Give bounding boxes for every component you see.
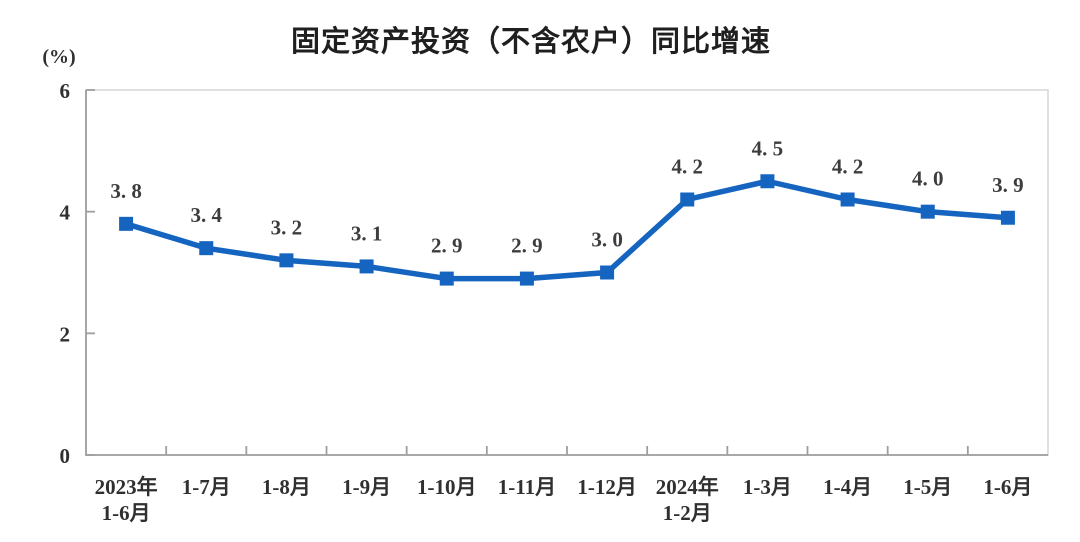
data-point-marker [439,271,454,286]
y-axis-tick-label: 2 [60,322,71,346]
data-point-label: 4. 2 [672,155,704,179]
x-axis-tick-label: 1-9月 [342,475,391,499]
data-point-label: 3. 8 [110,179,142,203]
x-axis-tick-label: 1-12月 [577,475,637,499]
data-point-marker [359,259,374,274]
data-point-marker [840,192,855,207]
x-axis-tick-label: 1-5月 [903,475,952,499]
x-axis-tick-label: 1-8月 [262,475,311,499]
chart-title: 固定资产投资（不含农户）同比增速 [291,24,771,58]
data-point-marker [519,271,534,286]
x-axis-tick-label: 1-6月 [983,475,1032,499]
data-point-marker [600,265,615,280]
axis-lines [85,90,1048,456]
data-point-marker [199,241,214,256]
plot-border [85,89,1049,456]
data-point-marker [1000,210,1015,225]
data-point-label: 3. 2 [271,215,303,239]
x-axis-tick-label: 1-11月 [498,475,556,499]
data-point-marker [279,253,294,268]
data-point-label: 4. 2 [832,155,864,179]
data-point-label: 3. 4 [191,203,223,227]
data-point-marker [680,192,695,207]
x-axis-tick-label: 2023年 1-6月 [95,475,158,525]
x-axis-tick-label: 1-7月 [182,475,231,499]
y-axis-unit-label: (%) [42,46,75,68]
x-axis-tick-label: 2024年 1-2月 [656,475,719,525]
y-axis-tick-label: 6 [60,79,71,103]
x-axis-tick-label: 1-3月 [743,475,792,499]
data-point-label: 4. 5 [752,136,784,160]
data-point-marker [920,204,935,219]
data-point-label: 2. 9 [431,234,463,258]
x-axis-tick-label: 1-4月 [823,475,872,499]
x-axis-tick-label: 1-10月 [417,475,477,499]
data-point-label: 3. 1 [351,221,383,245]
data-point-label: 2. 9 [511,234,543,258]
data-point-label: 4. 0 [912,167,944,191]
plot-area: 0 2 4 6 2023年 1-6月 1-7月 1-8月 1-9月 1-10月 1-11月 1-12月… [60,79,1049,525]
data-point-label: 3. 9 [992,173,1024,197]
data-point-marker [760,174,775,189]
data-point-marker [119,216,134,231]
series-line [123,178,1011,282]
y-axis-tick-label: 4 [60,201,71,225]
y-axis-tick-label: 0 [60,444,71,468]
data-point-label: 3. 0 [591,228,623,252]
